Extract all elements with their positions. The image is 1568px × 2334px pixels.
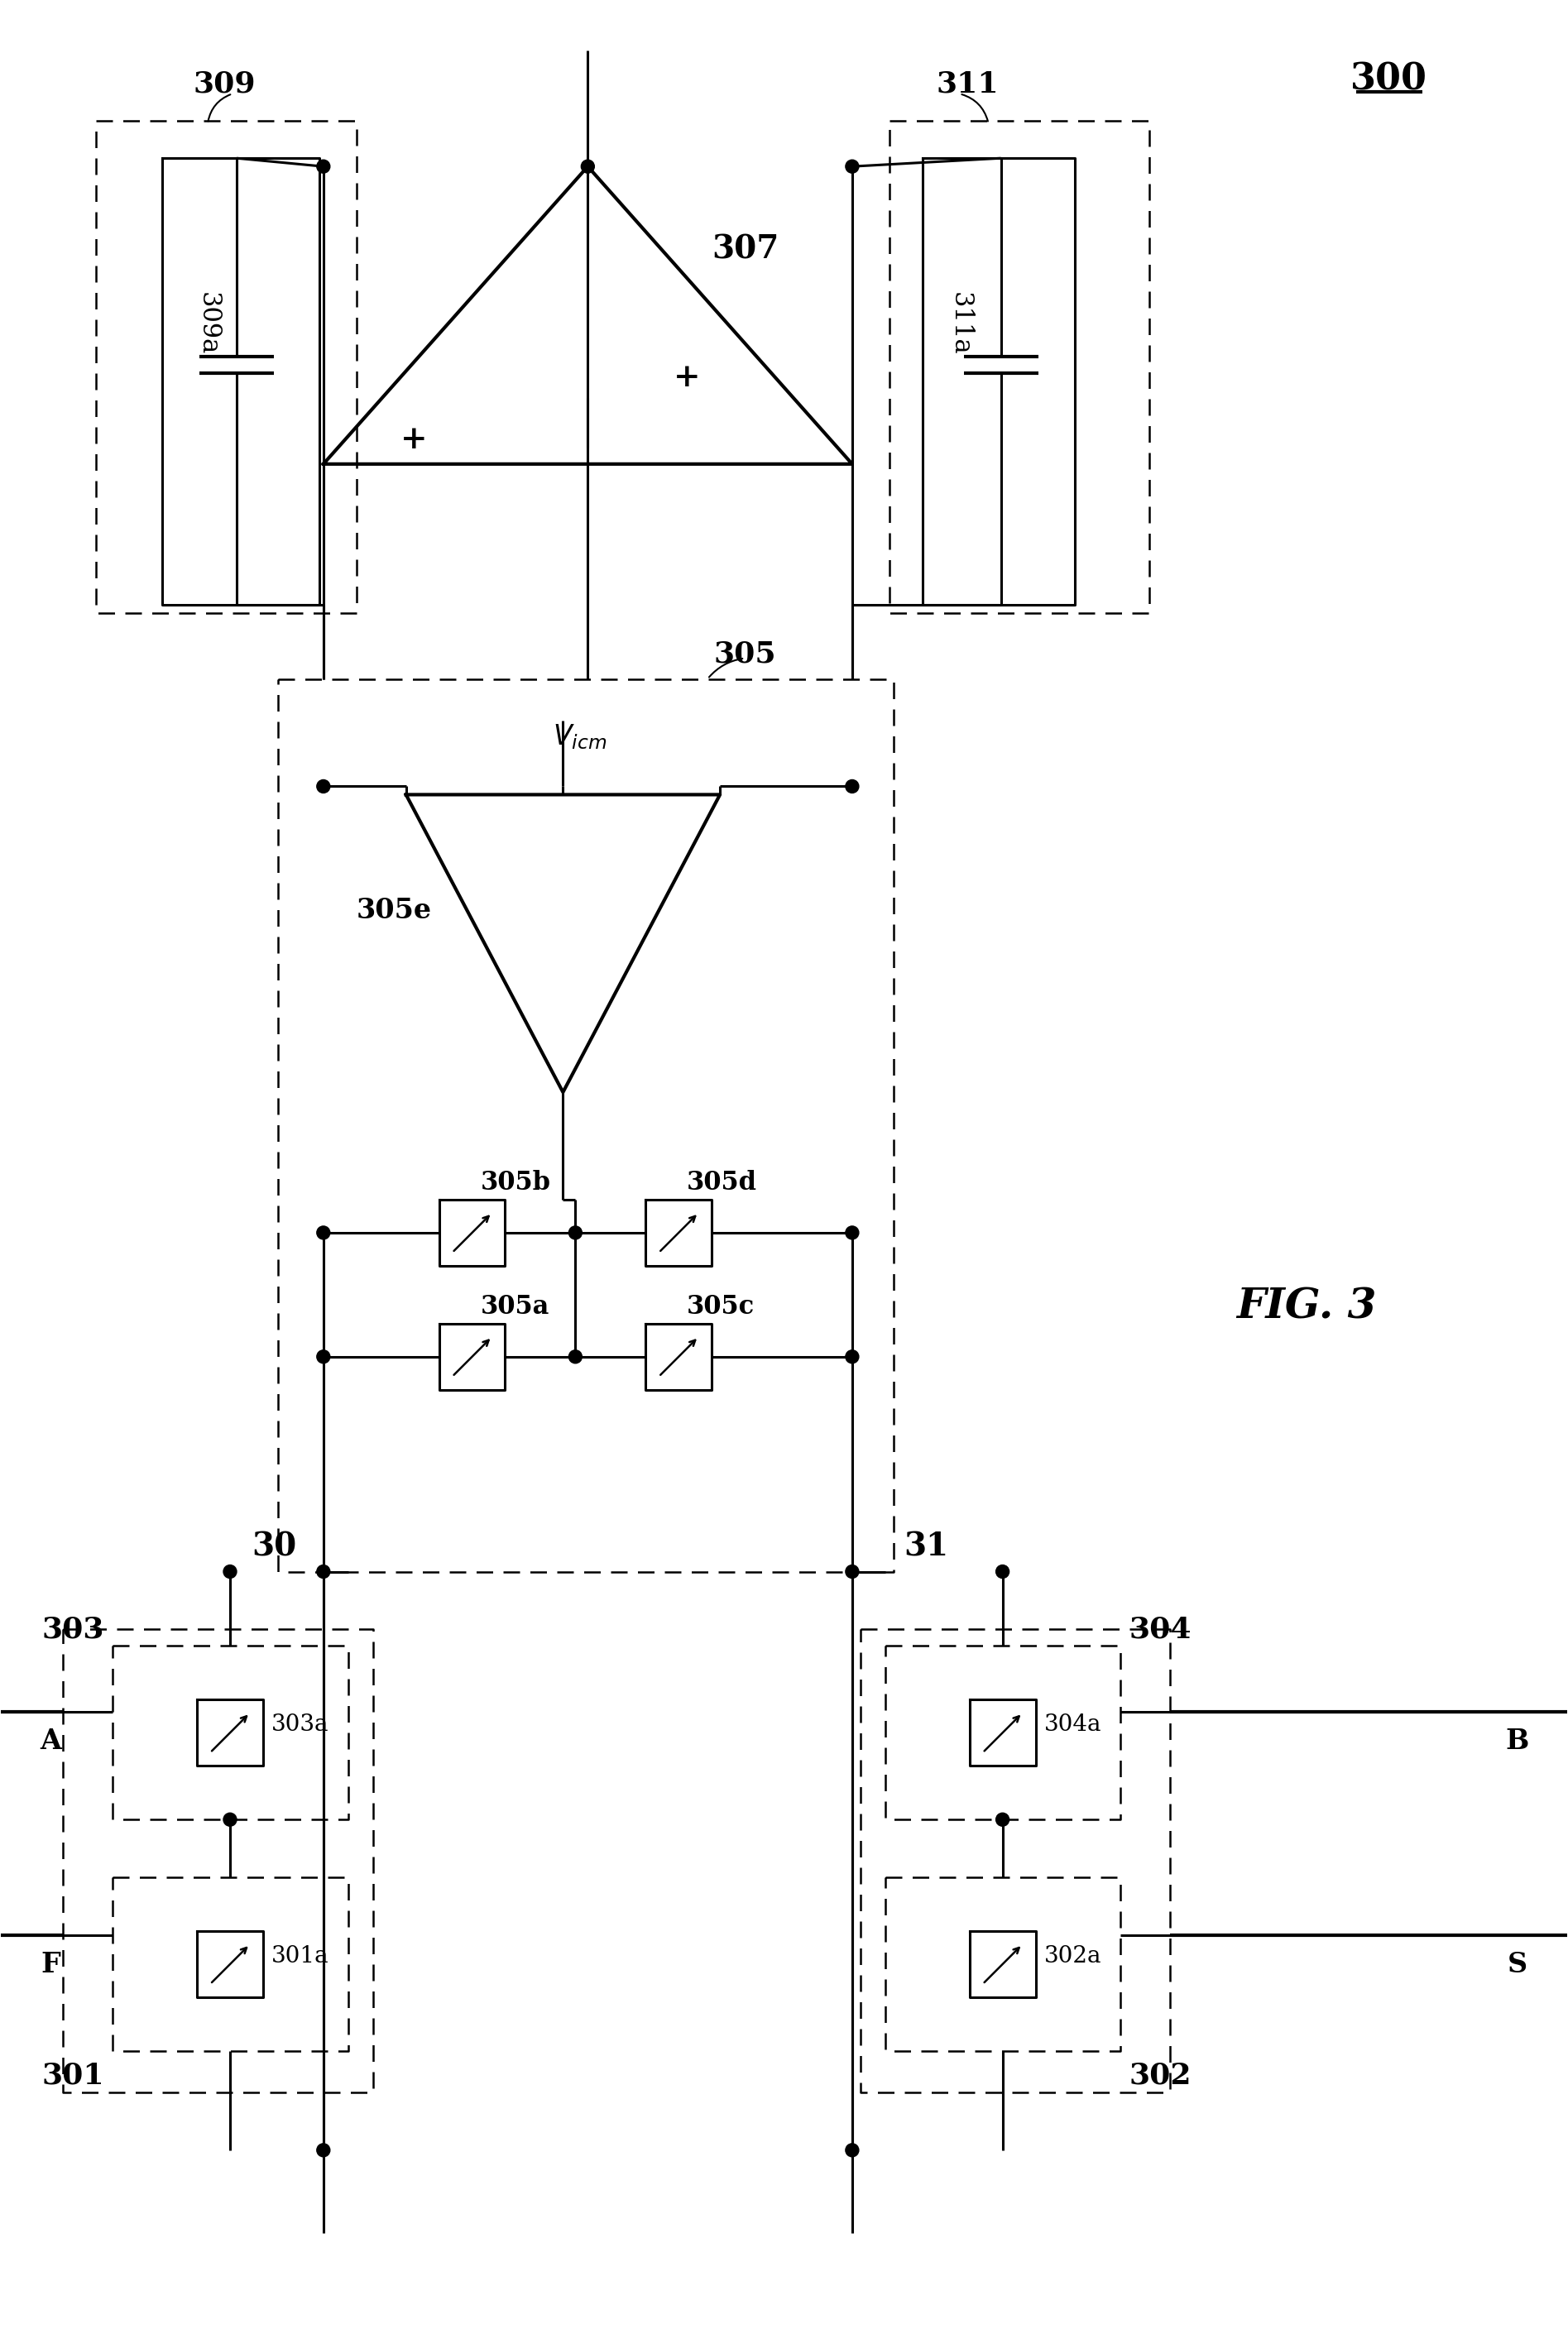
Text: 311: 311 xyxy=(936,70,999,98)
Text: 30: 30 xyxy=(251,1531,296,1561)
Text: 305c: 305c xyxy=(687,1295,754,1321)
Text: 300: 300 xyxy=(1350,63,1428,98)
Text: 303: 303 xyxy=(42,1615,105,1643)
Circle shape xyxy=(845,1349,859,1363)
Text: 309: 309 xyxy=(193,70,256,98)
Text: 304: 304 xyxy=(1129,1615,1192,1643)
Text: 305a: 305a xyxy=(480,1295,549,1321)
Circle shape xyxy=(223,1814,237,1825)
Text: 303a: 303a xyxy=(271,1713,329,1736)
Text: S: S xyxy=(1507,1951,1527,1977)
Circle shape xyxy=(845,1566,859,1578)
Circle shape xyxy=(317,1225,329,1239)
Circle shape xyxy=(845,2143,859,2157)
Text: $V_{icm}$: $V_{icm}$ xyxy=(552,724,607,752)
Text: B: B xyxy=(1505,1727,1529,1755)
Circle shape xyxy=(996,1566,1010,1578)
Text: FIG. 3: FIG. 3 xyxy=(1237,1286,1377,1328)
Circle shape xyxy=(317,2143,329,2157)
Text: 311a: 311a xyxy=(947,292,972,355)
Text: A: A xyxy=(41,1727,61,1755)
Text: F: F xyxy=(41,1951,61,1977)
Circle shape xyxy=(569,1349,582,1363)
Circle shape xyxy=(845,780,859,794)
Circle shape xyxy=(996,1814,1010,1825)
Circle shape xyxy=(582,159,594,173)
Text: +: + xyxy=(673,362,701,392)
Circle shape xyxy=(317,159,329,173)
Circle shape xyxy=(569,1225,582,1239)
Circle shape xyxy=(317,1349,329,1363)
Text: 301a: 301a xyxy=(271,1944,329,1968)
Circle shape xyxy=(317,1566,329,1578)
Text: 309a: 309a xyxy=(194,292,221,355)
Circle shape xyxy=(317,780,329,794)
Text: 304a: 304a xyxy=(1044,1713,1101,1736)
Text: 302: 302 xyxy=(1129,2061,1192,2089)
Circle shape xyxy=(223,1566,237,1578)
Circle shape xyxy=(845,1225,859,1239)
Circle shape xyxy=(845,159,859,173)
Text: 31: 31 xyxy=(905,1531,949,1561)
Text: 305e: 305e xyxy=(356,896,431,924)
Text: 305d: 305d xyxy=(687,1169,757,1195)
Text: 307: 307 xyxy=(712,233,779,264)
Text: 305: 305 xyxy=(713,640,776,668)
Text: 301: 301 xyxy=(42,2061,105,2089)
Text: 302a: 302a xyxy=(1044,1944,1101,1968)
Text: +: + xyxy=(401,422,428,455)
Text: 305b: 305b xyxy=(480,1169,550,1195)
